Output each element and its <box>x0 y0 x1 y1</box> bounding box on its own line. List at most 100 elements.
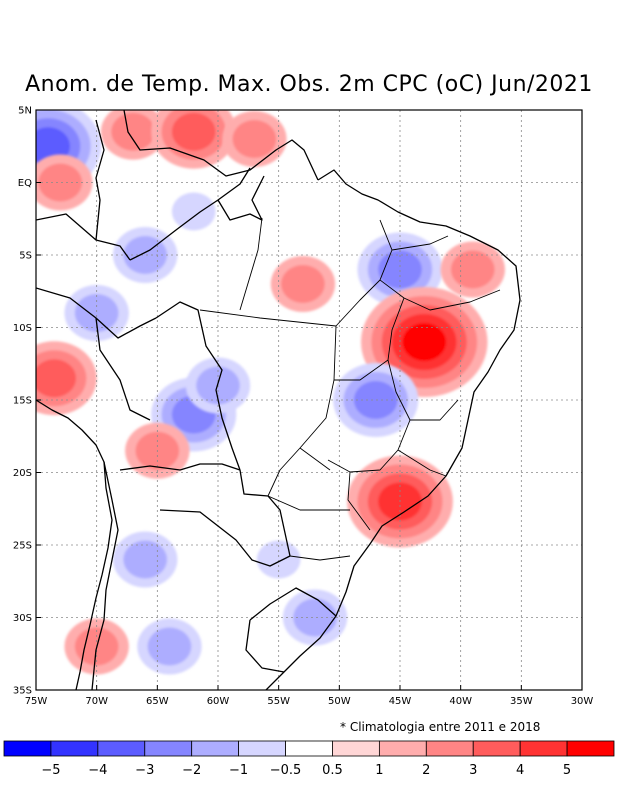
map-title: Anom. de Temp. Max. Obs. 2m CPC (oC) Jun… <box>25 72 593 97</box>
venezuela-brazil-border <box>129 167 251 261</box>
colorbar-labels: −5 −4 −3 −2 −1 −0.5 0.5 1 2 3 4 5 <box>41 763 571 778</box>
anomaly-blob <box>270 256 336 312</box>
lat-label: 5N <box>18 106 32 117</box>
brazil-state-borders <box>199 217 501 561</box>
colorbar-label: −0.5 <box>270 763 302 778</box>
lat-label: 30S <box>13 613 32 624</box>
lat-label: 25S <box>13 541 32 552</box>
colorbar-box <box>238 740 286 757</box>
lon-label: 40W <box>449 696 472 707</box>
anomaly-contour <box>353 381 398 419</box>
anomaly-contour <box>378 250 422 289</box>
colombia-venezuela-border <box>95 119 105 241</box>
lat-label: 15S <box>13 396 32 407</box>
anomaly-contour <box>74 294 119 332</box>
anomaly-contour <box>171 192 216 231</box>
anomaly-blob <box>36 341 97 416</box>
anomaly-blob <box>64 285 129 341</box>
colorbar-label: −5 <box>41 763 60 778</box>
lon-label: 75W <box>25 696 48 707</box>
colorbar-box <box>191 740 240 757</box>
country-borders <box>36 110 521 690</box>
lon-label: 70W <box>85 696 108 707</box>
colorbar-boxes <box>3 740 615 757</box>
colorbar-label: 0.5 <box>322 763 343 778</box>
colorbar-label: 4 <box>516 763 524 778</box>
bolivia-paraguay-border <box>119 463 241 471</box>
anomaly-blob <box>222 111 287 167</box>
northern-coast <box>123 110 319 181</box>
anomaly-contour <box>38 163 83 202</box>
colorbar-label: 3 <box>469 763 477 778</box>
colorbar-box <box>519 740 568 757</box>
anomaly-blob <box>256 540 301 579</box>
longitude-labels: 75W 70W 65W 60W 55W 50W 45W 40W 35W 30W <box>25 696 594 707</box>
colorbar-label: 1 <box>375 763 383 778</box>
anomaly-contour <box>111 112 155 151</box>
anomaly-contour <box>36 359 77 398</box>
paraguay-argentina-border <box>159 509 291 567</box>
lat-label: 35S <box>13 686 32 697</box>
anomaly-blob <box>113 531 178 588</box>
bolivia-brazil-border <box>155 301 241 471</box>
anomaly-field <box>36 110 505 675</box>
peru-bolivia-border <box>95 317 151 421</box>
colorbar-label: −4 <box>88 763 107 778</box>
colorbar-box <box>472 740 521 757</box>
anomaly-blob <box>282 589 348 646</box>
anomaly-contour <box>256 540 301 579</box>
anomaly-blob <box>151 110 237 169</box>
atlantic-coastline <box>265 169 521 690</box>
colorbar-label: 2 <box>422 763 430 778</box>
colorbar-label: −2 <box>182 763 201 778</box>
chile-argentina-border <box>91 461 119 690</box>
colorbar-box <box>285 740 333 757</box>
lat-label: 5S <box>19 251 32 262</box>
colorbar-box <box>332 740 380 757</box>
latitude-labels: 5N EQ 5S 10S 15S 20S 25S 30S 35S <box>13 106 32 697</box>
anomaly-blob <box>100 110 166 160</box>
colorbar-box <box>97 740 146 757</box>
lon-label: 50W <box>328 696 351 707</box>
anomaly-contour <box>450 250 495 289</box>
colorbar-label: 5 <box>563 763 571 778</box>
colorbar-box <box>378 740 427 757</box>
anomaly-contour <box>281 265 325 303</box>
lat-label: 20S <box>13 468 32 479</box>
guyana-border <box>217 175 265 221</box>
lon-label: 60W <box>207 696 230 707</box>
anomaly-contour <box>171 112 216 151</box>
anomaly-map: 5N EQ 5S 10S 15S 20S 25S 30S 35S 75W 70W 65W 60W 55W… <box>13 106 594 708</box>
colorbar-box <box>566 740 615 757</box>
colorbar-label: −3 <box>135 763 154 778</box>
anomaly-blob <box>440 241 505 298</box>
anomaly-contour <box>402 323 447 361</box>
colorbar-box <box>3 740 52 757</box>
lat-label: 10S <box>13 323 32 334</box>
colorbar-box <box>425 740 474 757</box>
lon-label: 30W <box>571 696 594 707</box>
lon-label: 65W <box>146 696 169 707</box>
colorbar-label: −1 <box>229 763 248 778</box>
lon-label: 35W <box>510 696 533 707</box>
anomaly-blob <box>171 192 216 231</box>
climatology-note: * Climatologia entre 2011 e 2018 <box>340 720 541 734</box>
lon-label: 55W <box>267 696 290 707</box>
anomaly-contour <box>147 627 192 666</box>
uruguay-border <box>245 587 337 673</box>
colorbar-box <box>144 740 193 757</box>
anomaly-contour <box>232 120 277 158</box>
lon-label: 45W <box>389 696 412 707</box>
colorbar: −5 −4 −3 −2 −1 −0.5 0.5 1 2 3 4 5 <box>3 740 615 778</box>
south-america-coastline <box>36 399 113 690</box>
peru-brazil-border <box>36 287 157 339</box>
anomaly-contour <box>293 598 337 637</box>
anomaly-blob <box>333 363 419 437</box>
colombia-peru-border <box>36 213 131 261</box>
anomaly-contour <box>123 540 168 579</box>
plot-frame <box>35 109 583 691</box>
lat-label: EQ <box>18 178 32 189</box>
anomaly-blob <box>137 618 202 675</box>
colorbar-box <box>50 740 99 757</box>
anomaly-blob <box>36 154 93 211</box>
